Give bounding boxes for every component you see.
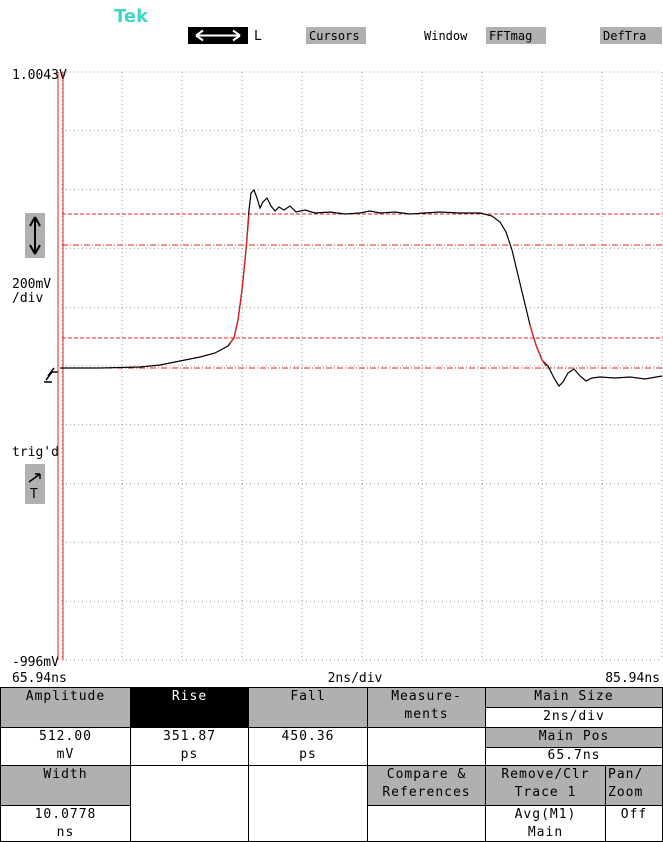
time-per-div: 2ns/div [328,671,383,686]
menu-box[interactable] [306,27,366,44]
label: Width [43,767,88,782]
time-start: 65.94ns [12,671,67,686]
menu-button[interactable]: Pan/Zoom [605,765,663,806]
empty-cell [367,727,486,766]
rise-highlight [229,214,250,344]
value-cell: Off [605,805,663,842]
value-cell: Avg(M1) Main [485,805,606,842]
trigger-source: T [30,487,38,502]
volts-per-div: 200mV [12,277,51,292]
menu-button[interactable]: Main Size [485,687,663,708]
measure-cell[interactable]: Rise [130,687,249,728]
cursor-lines [62,213,663,369]
empty-cell [367,805,486,842]
value: Avg(M1) [514,807,577,822]
arrow-icon [195,29,241,42]
per-div: /div [12,291,43,306]
trigger-status: trig'd [12,445,59,460]
label: Main Pos [538,729,610,744]
unit: mV [56,747,75,762]
value-cell: 351.87 ps [130,727,249,766]
time-end: 85.94ns [605,671,660,686]
menu-button[interactable]: Main Pos [485,727,663,748]
label: References [382,785,471,800]
value-cell: 512.00 mV [0,727,131,766]
label: Zoom [608,785,644,800]
menu-box[interactable] [600,27,662,44]
label: Fall [290,689,326,704]
label: Compare & [386,767,467,782]
top-scale: 1.0043V [12,68,67,83]
fall-highlight [529,324,547,367]
value-cell: 450.36 ps [248,727,368,766]
label: Rise [171,689,208,704]
menu-item[interactable]: Cursors [309,29,360,43]
menu-item[interactable]: FFTmag [489,29,532,43]
value: 450.36 [281,729,335,744]
value: 351.87 [163,729,216,744]
value-cell: 2ns/div [485,707,663,728]
scope-display: Tek L Cursors Window FFTmag DefTra 1.004… [12,6,663,686]
bottom-scale: -996mV [12,655,59,670]
empty-cell [130,765,249,842]
unit: ps [299,747,317,762]
menu-button[interactable]: Remove/Clr Trace 1 [485,765,606,806]
measure-cell[interactable]: Amplitude [0,687,131,728]
measure-cell[interactable]: Width [0,765,131,806]
measure-cell[interactable]: Fall [248,687,368,728]
label: Amplitude [25,689,106,704]
menu-button[interactable]: Compare & References [367,765,486,806]
vertical-arrow [29,216,41,255]
menu-item[interactable]: Window [424,29,468,43]
graticule [61,71,663,661]
menu-item[interactable]: DefTra [603,29,646,43]
value: 65.7ns [547,748,601,763]
value: 10.0778 [34,807,97,822]
value-cell: 10.0778 ns [0,805,131,842]
waveform [60,188,663,387]
ref-label: L [254,29,262,44]
menu-button[interactable]: Measure-ments [367,687,486,728]
ground-marker [44,367,58,383]
menu-box[interactable] [486,27,546,44]
label: Pan/ [608,767,644,782]
unit: ns [56,825,75,840]
logo: Tek [114,6,149,27]
value: 2ns/div [543,709,605,724]
empty-cell [248,765,368,842]
value: 512.00 [39,729,92,744]
label: Measure- [391,689,462,704]
value: Main [527,825,564,840]
label: Main Size [534,689,614,704]
value: Off [620,807,648,822]
value-cell: 65.7ns [485,747,663,766]
unit: ps [180,747,199,762]
trigger-arrow [28,473,41,483]
label: Trace 1 [514,785,577,800]
label: Remove/Clr [501,767,590,782]
label: ments [404,707,449,722]
